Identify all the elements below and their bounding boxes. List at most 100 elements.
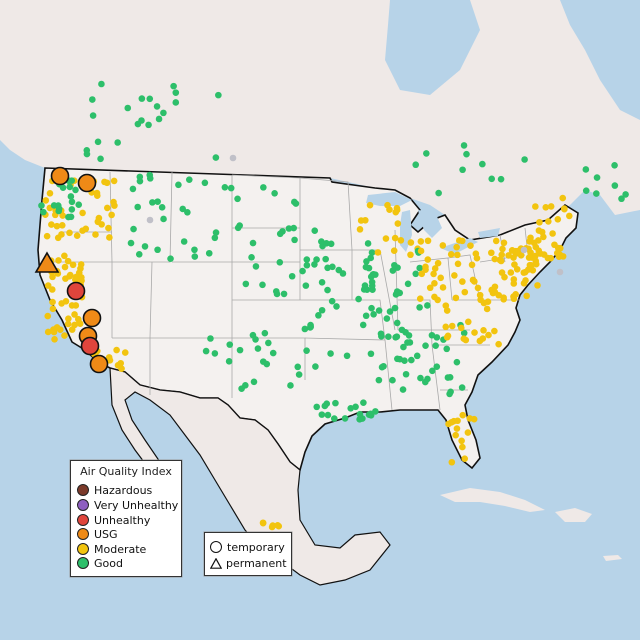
station-marker [491, 255, 499, 263]
station-marker [448, 418, 455, 426]
station-marker [556, 244, 564, 252]
station-marker [412, 270, 420, 278]
station-marker [404, 280, 412, 288]
station-marker [384, 201, 391, 209]
station-marker [98, 80, 105, 88]
station-marker [459, 411, 467, 419]
legend-item-unhealthy: Unhealthy [77, 513, 150, 527]
station-marker [368, 304, 375, 312]
triangle-marker-icon [210, 557, 222, 569]
station-marker [461, 288, 469, 296]
station-marker [474, 284, 482, 292]
station-marker [544, 254, 552, 262]
station-marker [459, 166, 466, 174]
station-marker [93, 189, 101, 197]
station-marker [390, 247, 398, 254]
station-marker [234, 224, 242, 232]
station-marker [290, 224, 298, 232]
station-marker [512, 247, 520, 255]
station-marker [435, 189, 442, 197]
station-marker [179, 205, 187, 213]
station-marker [363, 286, 371, 294]
legend-item-usg: USG [77, 527, 118, 541]
station-marker [454, 260, 462, 268]
station-marker [191, 246, 198, 254]
station-marker [374, 249, 382, 256]
station-marker [429, 367, 436, 375]
station-marker [328, 297, 336, 305]
station-marker [421, 378, 429, 386]
station-marker [496, 256, 504, 264]
station-marker [136, 177, 144, 185]
station-marker [276, 259, 284, 266]
station-marker [77, 261, 85, 268]
station-marker [466, 415, 474, 422]
station-marker [483, 305, 491, 313]
station-marker [448, 322, 456, 330]
station-marker [540, 233, 547, 241]
good-swatch-icon [77, 557, 89, 569]
station-marker [462, 336, 470, 344]
station-marker [212, 229, 220, 236]
station-marker [357, 217, 365, 224]
station-marker [416, 295, 424, 303]
station-marker [130, 225, 137, 233]
station-marker [401, 357, 408, 365]
station-marker [73, 232, 81, 239]
station-marker [89, 96, 96, 103]
station-marker [50, 202, 58, 209]
station-marker [505, 252, 512, 259]
station-marker [69, 261, 77, 269]
station-marker [391, 261, 398, 269]
station-marker [356, 226, 364, 233]
station-marker [392, 208, 400, 216]
station-marker [389, 376, 396, 384]
legend-label: Very Unhealthy [94, 498, 179, 512]
station-marker-large [77, 173, 97, 193]
station-marker [48, 286, 56, 293]
station-marker [392, 291, 400, 298]
labrador-water [560, 0, 640, 120]
station-marker [71, 311, 78, 318]
station-marker [67, 193, 75, 200]
station-marker [301, 325, 309, 333]
station-marker [108, 211, 115, 219]
station-marker [307, 321, 314, 329]
puerto-rico-land [603, 555, 622, 561]
station-marker [66, 271, 74, 279]
station-marker [443, 307, 451, 314]
station-marker [378, 363, 386, 371]
station-marker [323, 240, 330, 247]
station-marker [454, 251, 461, 259]
station-marker [488, 249, 495, 257]
station-marker [155, 115, 163, 123]
station-marker [274, 522, 281, 529]
station-marker [185, 176, 193, 183]
station-marker [146, 95, 154, 103]
station-marker [64, 320, 72, 328]
station-marker [153, 103, 161, 110]
station-marker [391, 234, 399, 242]
station-marker [520, 246, 528, 254]
station-marker [452, 294, 460, 302]
station-marker [593, 174, 601, 181]
station-marker [269, 522, 277, 529]
station-marker [430, 270, 437, 278]
station-marker [236, 346, 244, 354]
station-marker [582, 166, 590, 173]
legend-label: temporary [227, 540, 285, 554]
station-marker [565, 212, 573, 220]
station-marker [158, 204, 166, 211]
station-marker-large [89, 354, 109, 374]
station-marker [534, 282, 541, 289]
station-marker [391, 304, 399, 312]
station-marker [367, 254, 375, 262]
permanent-station-marker [34, 251, 60, 273]
legend-label: Unhealthy [94, 513, 151, 527]
station-marker [383, 315, 391, 322]
station-marker [221, 183, 229, 191]
legend-item-very-unhealthy: Very Unhealthy [77, 498, 178, 512]
station-marker [207, 335, 214, 342]
lake-ontario [478, 228, 500, 238]
station-marker [559, 194, 567, 202]
